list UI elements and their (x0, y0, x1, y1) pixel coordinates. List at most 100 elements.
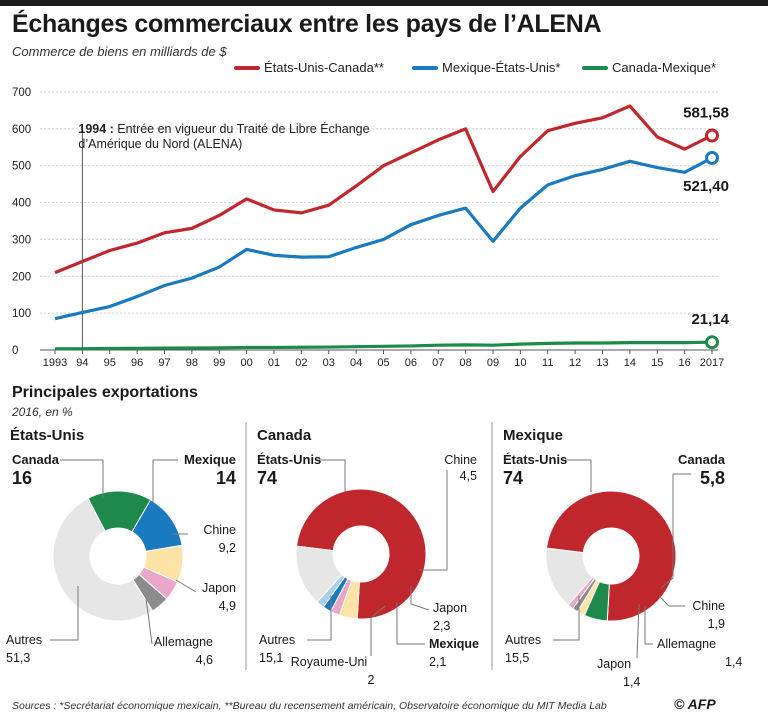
leader-line (319, 459, 346, 492)
leader-line (565, 459, 592, 492)
pie-title: Canada (257, 427, 312, 444)
x-tick-label: 98 (186, 357, 198, 369)
leader-line (50, 586, 79, 641)
leader-line (419, 470, 448, 571)
slice-label: Royaume-Uni (291, 655, 367, 669)
exports-title: Principales exportations (12, 384, 198, 401)
x-tick-label: 13 (596, 357, 608, 369)
slice-label: Japon (202, 581, 236, 595)
slice-value: 2,3 (433, 619, 450, 633)
slice-value: 5,8 (700, 468, 725, 488)
slice-value: 2,1 (429, 655, 446, 669)
legend-label: Mexique-États-Unis* (442, 60, 561, 75)
slice-label: Autres (259, 633, 295, 647)
series-line (54, 156, 713, 321)
x-tick-label: 15 (651, 357, 663, 369)
slice-value: 1,4 (623, 675, 640, 689)
x-tick-label: 16 (679, 357, 691, 369)
series-end-marker (705, 335, 719, 350)
slice-label: Autres (505, 633, 541, 647)
x-tick-label: 06 (405, 357, 417, 369)
slice-label: Allemagne (154, 635, 213, 649)
leader-line (658, 595, 685, 607)
x-tick-label: 99 (213, 357, 225, 369)
series-line (54, 104, 713, 275)
pie-slice (295, 488, 427, 620)
chart-subtitle: Commerce de biens en milliards de $ (12, 44, 227, 59)
x-tick-label: 08 (460, 357, 472, 369)
sources-note: Sources : *Secrétariat économique mexica… (12, 700, 607, 712)
leader-line (660, 473, 691, 589)
slice-label: Chine (203, 523, 236, 537)
slice-label: Japon (597, 657, 631, 671)
x-tick-label: 11 (542, 357, 553, 369)
y-tick-label: 0 (12, 345, 18, 357)
slice-label: Chine (692, 599, 725, 613)
x-tick-label: 1993 (43, 357, 67, 369)
y-tick-label: 500 (12, 161, 31, 173)
x-tick-label: 03 (323, 357, 335, 369)
y-tick-label: 200 (12, 271, 31, 283)
leader-line (60, 459, 104, 498)
slice-value: 14 (216, 468, 236, 488)
slice-value: 4,6 (196, 653, 213, 667)
x-tick-label: 01 (268, 357, 280, 369)
y-tick-label: 100 (12, 308, 31, 320)
slice-value: 15,1 (259, 651, 283, 665)
series-end-marker (705, 150, 719, 165)
slice-value: 1,9 (708, 617, 725, 631)
leader-line (175, 579, 197, 593)
x-tick-label: 12 (569, 357, 581, 369)
series-end-label: 521,40 (683, 178, 729, 195)
slice-label: Canada (678, 452, 726, 467)
page-title: Échanges commerciaux entre les pays de l… (12, 10, 602, 38)
slice-label: Autres (6, 633, 42, 647)
slice-label: Chine (444, 453, 477, 467)
legend-label: États-Unis-Canada** (264, 60, 384, 75)
slice-value: 74 (503, 468, 523, 488)
x-tick-label: 2017 (700, 357, 724, 369)
pie-title: États-Unis (10, 427, 84, 444)
slice-value: 9,2 (219, 541, 236, 555)
x-tick-label: 96 (131, 357, 143, 369)
series-end-label: 581,58 (683, 104, 729, 121)
annotation-text-line1: Entrée en vigueur du Traité de Libre Éch… (114, 121, 370, 136)
pie-charts: États-UnisCanada16Mexique14Chine9,2Japon… (6, 422, 742, 689)
slice-value: 74 (257, 468, 277, 488)
afp-credit: © AFP (674, 696, 716, 712)
pie-slice (545, 490, 677, 622)
annotation-text-line2: d’Amérique du Nord (ALENA) (78, 137, 242, 151)
slice-value: 4,9 (219, 599, 236, 613)
exports-subtitle: 2016, en % (12, 405, 73, 419)
slice-label: États-Unis (257, 452, 321, 467)
x-tick-label: 09 (487, 357, 499, 369)
leader-line (410, 586, 430, 611)
y-tick-label: 600 (12, 124, 31, 136)
slice-value: 16 (12, 468, 32, 488)
series-end-label: 21,14 (691, 311, 729, 328)
x-tick-label: 94 (76, 357, 88, 369)
annotation-year: 1994 : (78, 122, 113, 136)
x-tick-label: 07 (432, 357, 444, 369)
top-bar (0, 0, 768, 6)
x-tick-label: 97 (158, 357, 170, 369)
y-tick-label: 700 (12, 87, 31, 99)
leader-line (145, 597, 153, 645)
x-tick-label: 95 (104, 357, 116, 369)
pie-slice (295, 545, 343, 603)
x-tick-label: 10 (514, 357, 526, 369)
slice-label: Mexique (184, 452, 236, 467)
legend-label: Canada-Mexique* (612, 60, 716, 75)
x-tick-label: 14 (624, 357, 636, 369)
slice-label: Allemagne (657, 637, 716, 651)
pie-title: Mexique (503, 427, 563, 444)
pie-slice (545, 547, 594, 606)
slice-label: États-Unis (503, 452, 567, 467)
leader-line (553, 596, 580, 641)
slice-value: 4,5 (460, 469, 477, 483)
series-line (54, 340, 713, 351)
slice-value: 2 (368, 673, 375, 687)
